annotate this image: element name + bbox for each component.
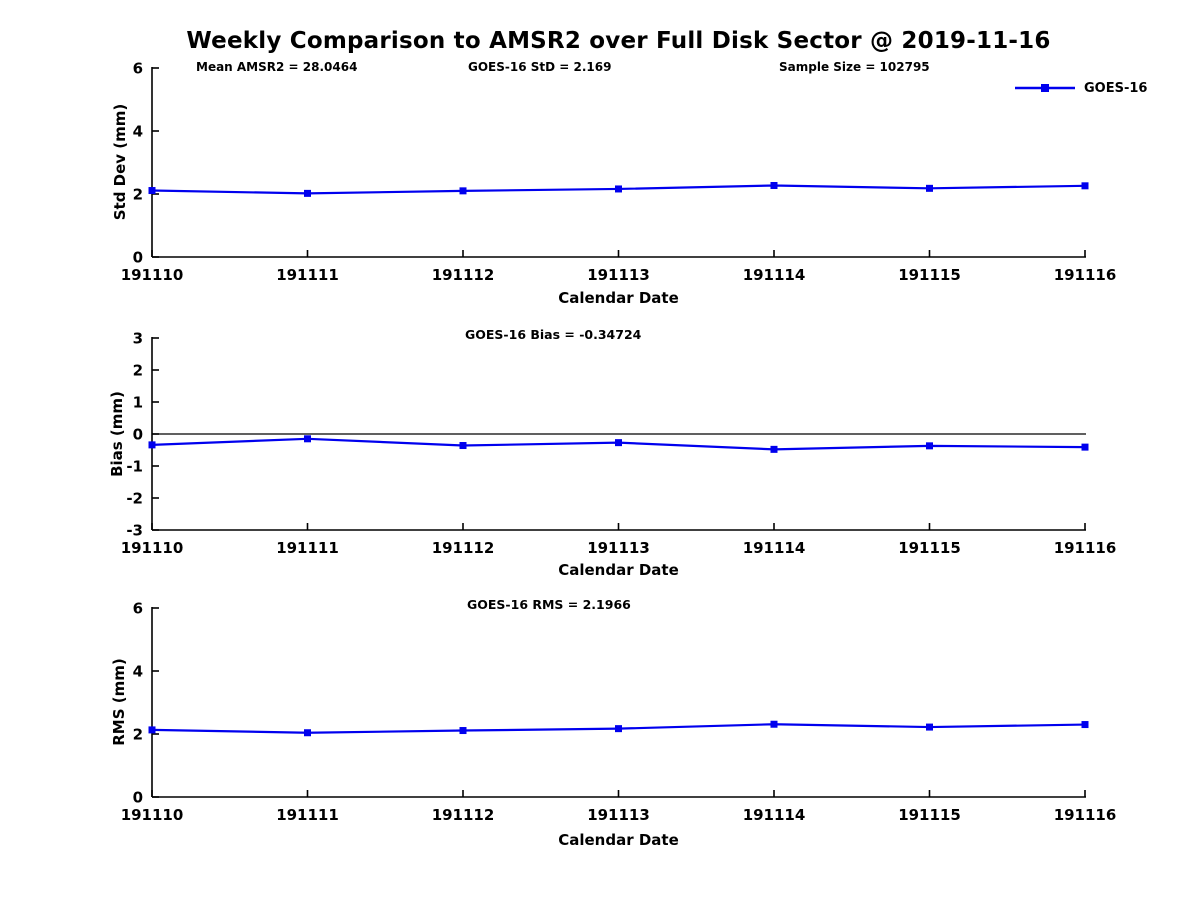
calendar-date-label-bias: Calendar Date — [558, 561, 679, 579]
data-point — [1081, 182, 1089, 190]
data-point — [1081, 721, 1089, 729]
y-tick-label: 3 — [133, 330, 143, 348]
legend-label: GOES-16 — [1084, 80, 1148, 96]
y-tick-label: 4 — [133, 123, 143, 141]
x-tick-label: 191110 — [121, 539, 184, 557]
x-tick-label: 191116 — [1054, 266, 1117, 284]
x-tick-label: 191115 — [898, 806, 961, 824]
x-tick-label: 191114 — [743, 266, 806, 284]
data-point — [770, 445, 778, 453]
x-tick-label: 191114 — [743, 539, 806, 557]
x-tick-label: 191111 — [276, 806, 339, 824]
data-point — [615, 725, 622, 733]
legend: GOES-16 — [1014, 80, 1147, 96]
data-point — [459, 442, 467, 450]
x-tick-label: 191110 — [121, 806, 184, 824]
y-tick-label: 2 — [133, 726, 143, 744]
data-point — [304, 729, 311, 737]
y-tick-label: -2 — [126, 490, 143, 508]
subplot-bias-title: GOES-16 Bias = -0.34724 — [465, 327, 642, 342]
x-tick-label: 191111 — [276, 266, 339, 284]
y-tick-label: -1 — [126, 458, 143, 476]
x-tick-label: 191114 — [743, 806, 806, 824]
x-tick-label: 191113 — [587, 539, 650, 557]
data-point — [770, 181, 778, 189]
data-point — [304, 189, 311, 197]
data-point — [926, 442, 933, 450]
y-tick-label: 0 — [133, 789, 143, 807]
x-tick-label: 191116 — [1054, 539, 1117, 557]
y-tick-label: 6 — [133, 60, 143, 78]
subplot-rms-plot: 0 2 4 6 191110 191111 191112 191113 191114 191115… — [121, 600, 1117, 825]
data-point — [1081, 443, 1089, 451]
x-tick-label: 191116 — [1054, 806, 1117, 824]
x-tick-label: 191112 — [432, 539, 495, 557]
annotation-sample-size: Sample Size = 102795 — [779, 60, 930, 74]
data-point — [615, 439, 622, 447]
data-point — [148, 441, 156, 449]
x-tick-label: 191111 — [276, 539, 339, 557]
x-tick-label: 191113 — [587, 806, 650, 824]
x-tick-label: 191113 — [587, 266, 650, 284]
y-tick-label: 2 — [133, 362, 143, 380]
calendar-date-label-rms: Calendar Date — [558, 831, 679, 849]
figure-title: Weekly Comparison to AMSR2 over Full Dis… — [186, 28, 1051, 54]
y-tick-label: 4 — [133, 663, 143, 681]
y-tick-label: -3 — [126, 522, 143, 540]
data-point — [459, 727, 467, 735]
x-tick-label: 191115 — [898, 266, 961, 284]
y-tick-label: 1 — [133, 394, 143, 412]
data-point — [148, 187, 156, 195]
data-point — [148, 726, 156, 734]
subplot-rms-title: GOES-16 RMS = 2.1966 — [467, 597, 631, 612]
data-point — [459, 187, 467, 195]
data-point — [926, 184, 933, 192]
data-point — [304, 435, 311, 443]
x-tick-label: 191112 — [432, 266, 495, 284]
x-tick-label: 191110 — [121, 266, 184, 284]
annotation-mean-amsr2: Mean AMSR2 = 28.0464 — [196, 60, 358, 74]
y-tick-label: 0 — [133, 426, 143, 444]
subplot-stddev-plot: 0 2 4 6 191110 191111 191112 191113 191114 191115… — [121, 60, 1117, 285]
calendar-date-label-stddev: Calendar Date — [558, 289, 679, 307]
x-tick-label: 191115 — [898, 539, 961, 557]
y-tick-label: 0 — [133, 249, 143, 267]
subplot-bias-plot: -3 -2 -1 0 1 2 3 191110 191111 191112 191113 191114… — [121, 330, 1117, 558]
y-tick-label: 6 — [133, 600, 143, 618]
legend-line-icon — [1015, 84, 1075, 92]
data-point — [615, 185, 622, 193]
annotation-goes16-std: GOES-16 StD = 2.169 — [468, 60, 612, 74]
data-point — [770, 720, 778, 728]
y-tick-label: 2 — [133, 186, 143, 204]
x-tick-label: 191112 — [432, 806, 495, 824]
data-point — [926, 723, 933, 731]
